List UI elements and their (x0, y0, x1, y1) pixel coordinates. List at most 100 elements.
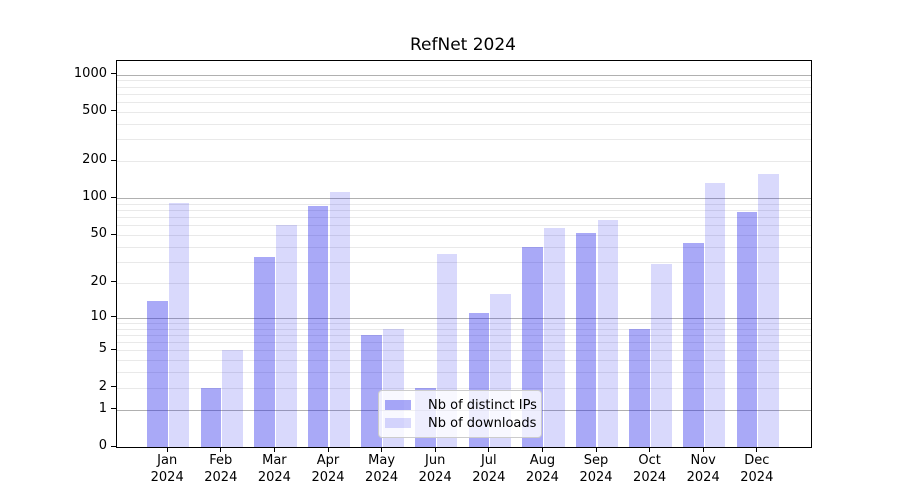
y-tick (111, 233, 116, 235)
x-tick-label: Mar 2024 (257, 453, 291, 485)
bar-downloads-aug (543, 228, 565, 447)
y-tick (111, 196, 116, 198)
y-tick (111, 73, 116, 75)
x-tick-label: Dec 2024 (740, 453, 774, 485)
minor-gridline (117, 139, 811, 141)
bar-downloads-apr (329, 191, 351, 447)
x-tick (273, 447, 275, 452)
minor-gridline (117, 387, 811, 389)
major-gridline (117, 198, 811, 200)
bar-distinct-ips-jan (147, 301, 168, 447)
bar-distinct-ips-apr (307, 205, 329, 447)
y-tick (111, 408, 116, 410)
y-tick-label: 0 (98, 438, 107, 453)
minor-gridline (117, 225, 811, 227)
y-tick (111, 316, 116, 318)
minor-gridline (117, 328, 811, 330)
minor-gridline (117, 102, 811, 104)
x-tick-label: Sep 2024 (579, 453, 613, 485)
legend-label-downloads: Nb of downloads (428, 415, 537, 431)
y-tick-label: 50 (90, 226, 107, 242)
x-tick (756, 447, 758, 452)
x-tick-label: Jan 2024 (150, 453, 184, 485)
minor-gridline (117, 203, 811, 205)
legend-swatch-downloads (385, 418, 411, 428)
y-tick-label: 100 (82, 189, 107, 205)
x-tick (702, 447, 704, 452)
bar-downloads-sep (597, 220, 619, 447)
minor-gridline (117, 350, 811, 352)
bar-distinct-ips-nov (683, 243, 704, 447)
major-gridline (117, 74, 811, 76)
minor-gridline (117, 235, 811, 237)
minor-gridline (117, 111, 811, 113)
minor-gridline (117, 342, 811, 344)
x-tick-label: May 2024 (365, 453, 399, 485)
bar-distinct-ips-may (361, 334, 383, 447)
x-tick-label: Jun 2024 (418, 453, 452, 485)
minor-gridline (117, 246, 811, 248)
legend-entry-distinct-ips: Nb of distinct IPs (385, 396, 537, 414)
minor-gridline (117, 86, 811, 88)
minor-gridline (117, 161, 811, 163)
y-tick (111, 281, 116, 283)
y-tick-label: 5 (98, 341, 107, 357)
minor-gridline (117, 360, 811, 362)
x-tick-label: Feb 2024 (204, 453, 238, 485)
minor-gridline (117, 322, 811, 324)
x-tick-label: Jul 2024 (472, 453, 506, 485)
y-tick-label: 500 (82, 102, 107, 118)
bar-distinct-ips-sep (575, 233, 597, 447)
bar-downloads-dec (758, 173, 779, 447)
minor-gridline (117, 123, 811, 125)
y-tick (111, 110, 116, 112)
x-tick (541, 447, 543, 452)
x-tick (166, 447, 168, 452)
x-tick (488, 447, 490, 452)
major-gridline (117, 317, 811, 319)
y-tick-label: 1 (98, 400, 107, 416)
y-tick-label: 200 (82, 152, 107, 168)
minor-gridline (117, 372, 811, 374)
minor-gridline (117, 80, 811, 82)
y-tick (111, 445, 116, 447)
y-tick-label: 10 (90, 308, 107, 324)
bar-distinct-ips-dec (736, 211, 758, 447)
x-tick-label: Apr 2024 (311, 453, 345, 485)
x-tick (327, 447, 329, 452)
y-tick-label: 2 (98, 378, 107, 394)
x-tick-label: Oct 2024 (633, 453, 667, 485)
x-tick (434, 447, 436, 452)
minor-gridline (117, 210, 811, 212)
legend: Nb of distinct IPs Nb of downloads (378, 390, 542, 438)
bar-downloads-feb (222, 350, 243, 447)
y-tick-label: 1000 (73, 65, 107, 81)
bar-downloads-oct (651, 263, 672, 447)
minor-gridline (117, 93, 811, 95)
bar-distinct-ips-oct (629, 328, 651, 447)
x-tick (649, 447, 651, 452)
bar-distinct-ips-mar (254, 256, 275, 447)
legend-entry-downloads: Nb of downloads (385, 414, 537, 432)
minor-gridline (117, 217, 811, 219)
bar-distinct-ips-feb (200, 387, 222, 447)
y-tick-label: 20 (90, 273, 107, 289)
bar-downloads-nov (704, 183, 726, 447)
chart-title: RefNet 2024 (409, 35, 516, 55)
bar-downloads-mar (275, 225, 297, 447)
legend-swatch-distinct-ips (385, 400, 411, 410)
x-tick-label: Aug 2024 (525, 453, 559, 485)
minor-gridline (117, 334, 811, 336)
x-tick-label: Nov 2024 (686, 453, 720, 485)
legend-label-distinct-ips: Nb of distinct IPs (428, 397, 537, 413)
x-tick (595, 447, 597, 452)
y-tick (111, 159, 116, 161)
minor-gridline (117, 282, 811, 284)
x-tick (381, 447, 383, 452)
minor-gridline (117, 261, 811, 263)
x-tick (220, 447, 222, 452)
y-tick (111, 386, 116, 388)
bar-downloads-jan (168, 202, 190, 447)
y-tick (111, 348, 116, 350)
